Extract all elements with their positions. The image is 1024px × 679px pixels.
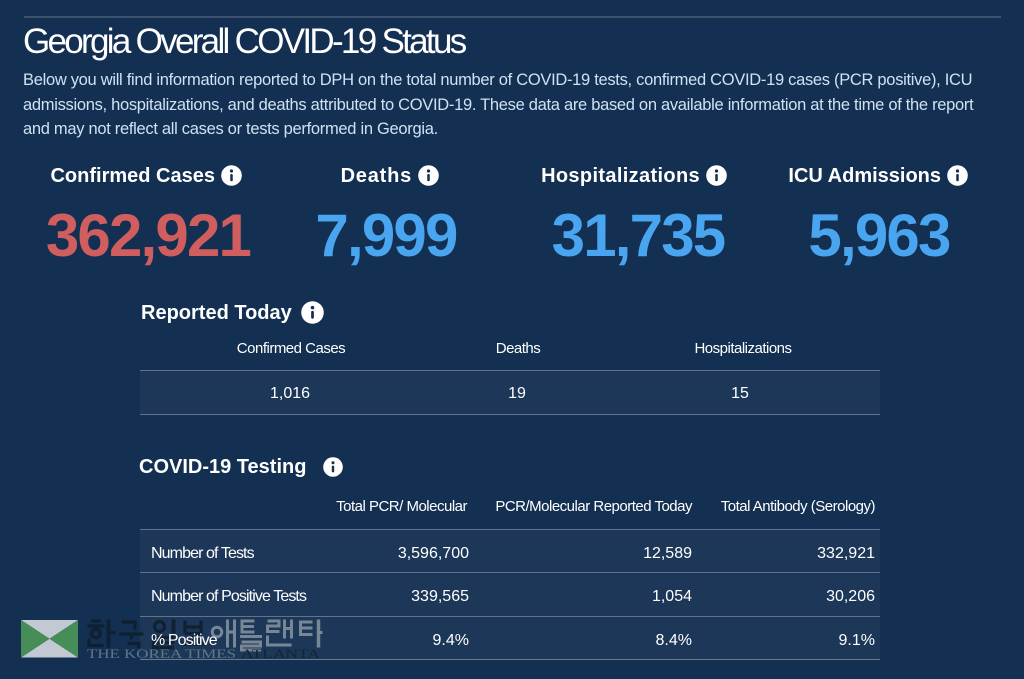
- svg-text:ATLANTA: ATLANTA: [241, 647, 320, 661]
- svg-text:THE KOREA TIMES: THE KOREA TIMES: [87, 647, 236, 661]
